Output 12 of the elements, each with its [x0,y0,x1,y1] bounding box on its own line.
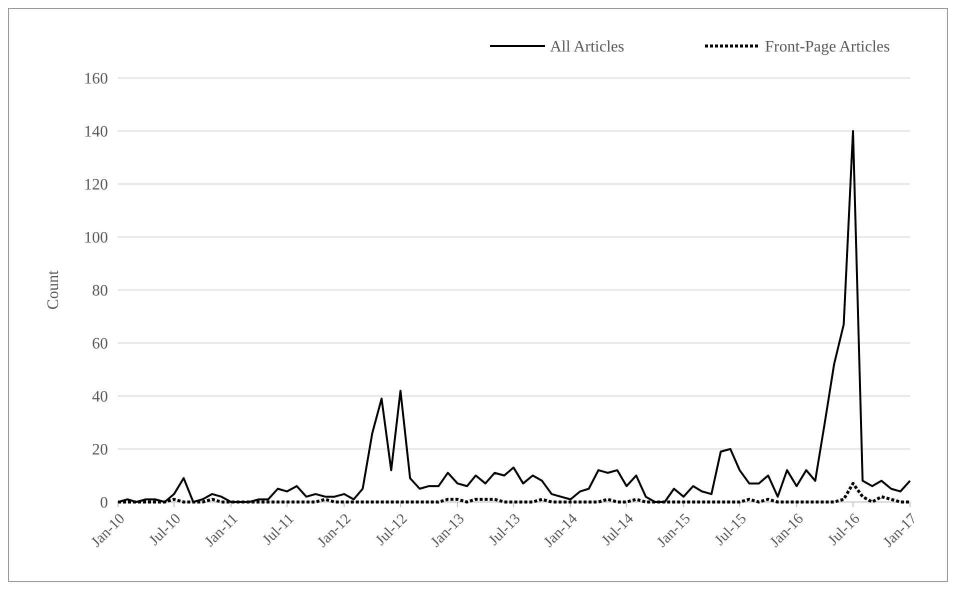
y-tick-label: 80 [92,282,108,300]
legend-label: Front-Page Articles [765,38,890,56]
y-tick-label: 160 [84,70,108,88]
y-axis-title: Count [45,270,62,310]
y-tick-label: 60 [92,336,108,353]
y-tick-label: 40 [92,388,108,406]
y-tick-label: 20 [92,442,108,459]
y-tick-label: 100 [84,230,108,247]
y-tick-label: 140 [84,124,108,141]
y-tick-label: 0 [100,494,108,512]
legend-label: All Articles [550,38,624,56]
y-tick-label: 120 [84,176,108,194]
